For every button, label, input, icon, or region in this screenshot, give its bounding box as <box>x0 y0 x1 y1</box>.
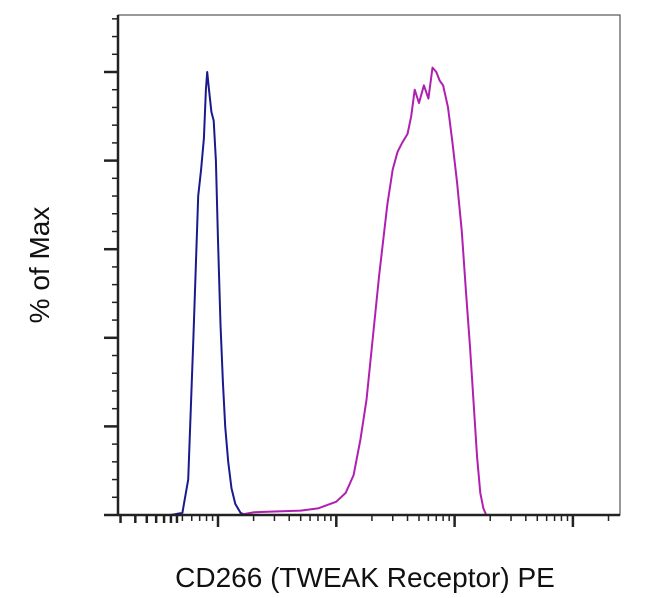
series-line-2 <box>146 66 620 516</box>
y-axis-label: % of Max <box>24 206 55 324</box>
plot-frame <box>117 14 621 516</box>
series-line-1 <box>146 71 620 516</box>
x-axis-label: CD266 (TWEAK Receptor) PE <box>175 562 555 593</box>
